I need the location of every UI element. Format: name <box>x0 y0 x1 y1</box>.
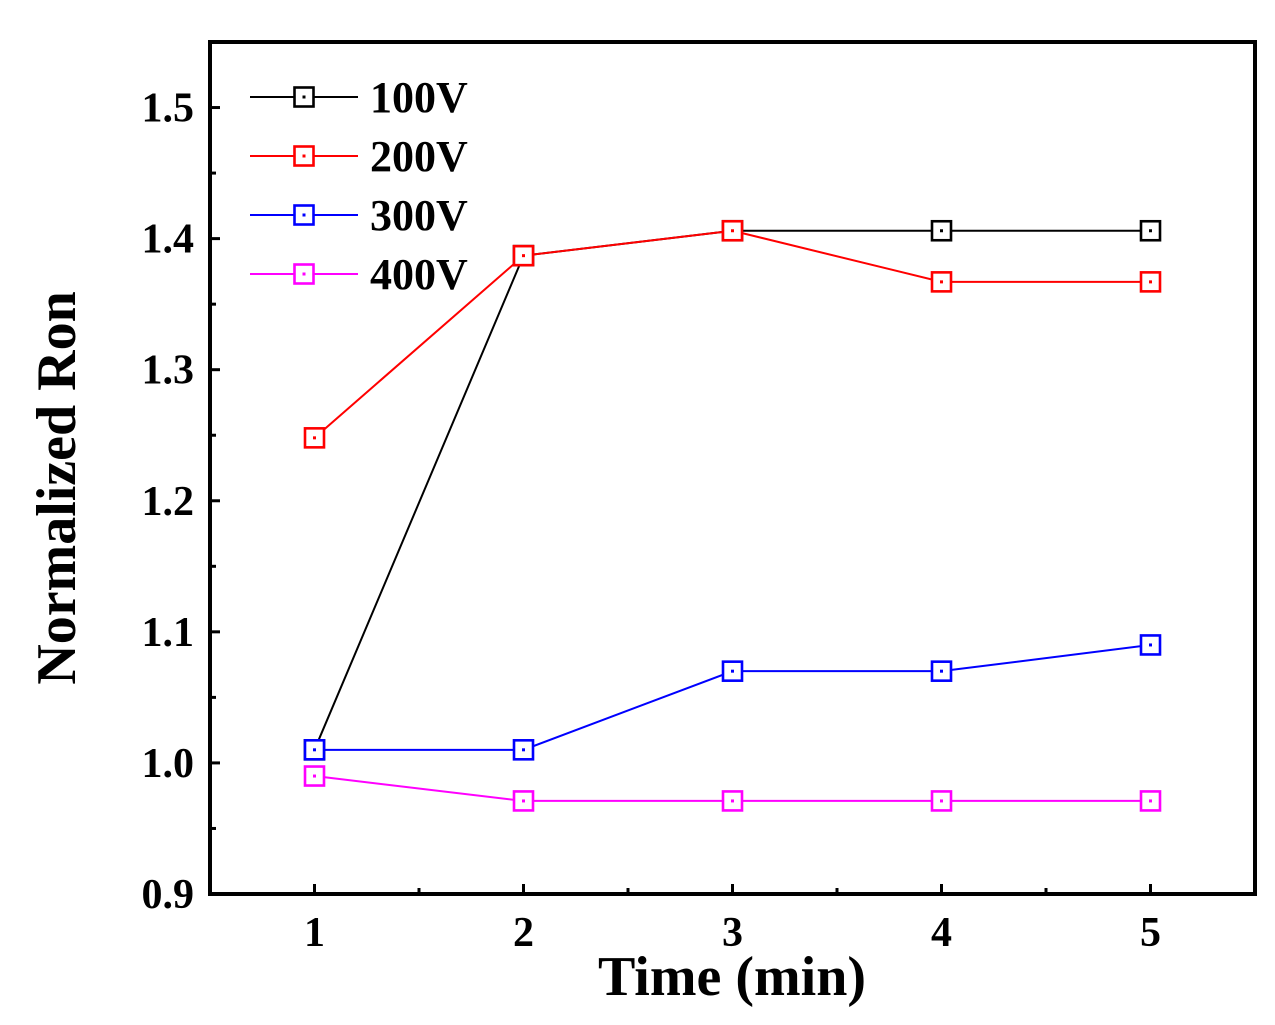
series-200V <box>303 219 1162 449</box>
legend-label: 400V <box>370 250 468 299</box>
data-point-center <box>940 669 943 673</box>
data-point-center <box>522 799 525 803</box>
y-tick-label: 1.1 <box>142 610 195 656</box>
x-axis: 1 2 3 4 5 <box>304 884 1161 956</box>
data-point-center <box>522 254 525 258</box>
series-400V <box>303 765 1162 812</box>
data-point-center <box>1149 643 1152 647</box>
y-tick-label: 1.4 <box>142 217 195 263</box>
legend-item-200V: 200V <box>250 132 468 181</box>
y-tick-label: 0.9 <box>142 872 195 918</box>
series-300V <box>303 634 1162 761</box>
x-tick-label: 4 <box>931 910 952 956</box>
legend-item-300V: 300V <box>250 191 468 240</box>
x-axis-title: Time (min) <box>598 946 866 1008</box>
data-point-center <box>1149 799 1152 803</box>
legend-label: 300V <box>370 191 468 240</box>
legend-marker-center <box>302 272 306 276</box>
y-axis: 0.9 1.0 1.1 1.2 1.3 1.4 1.5 <box>142 86 220 918</box>
legend-item-100V: 100V <box>250 73 468 122</box>
plot-area-frame <box>208 40 1257 896</box>
data-point-center <box>731 669 734 673</box>
data-point-center <box>940 280 943 284</box>
x-tick-label: 1 <box>304 910 325 956</box>
data-point-center <box>313 436 316 440</box>
legend-item-400V: 400V <box>250 250 468 299</box>
y-tick-label: 1.0 <box>142 741 195 787</box>
legend-marker-center <box>302 213 306 217</box>
data-point-center <box>731 229 734 233</box>
series-layer <box>303 219 1162 812</box>
y-axis-title: Normalized Ron <box>26 291 88 685</box>
x-tick-label: 5 <box>1140 910 1161 956</box>
legend-marker-center <box>302 154 306 158</box>
legend-marker-center <box>302 95 306 99</box>
y-tick-label: 1.3 <box>142 348 195 394</box>
data-point-center <box>731 799 734 803</box>
y-tick-label: 1.5 <box>142 86 195 132</box>
data-point-center <box>1149 229 1152 233</box>
legend: 100V 200V 300V 400V <box>250 73 468 299</box>
data-point-center <box>940 799 943 803</box>
data-point-center <box>1149 280 1152 284</box>
legend-label: 200V <box>370 132 468 181</box>
data-point-center <box>940 229 943 233</box>
data-point-center <box>313 748 316 752</box>
data-point-center <box>522 748 525 752</box>
x-tick-label: 2 <box>513 910 534 956</box>
x-tick-label: 3 <box>722 910 743 956</box>
y-tick-label: 1.2 <box>142 479 195 525</box>
legend-label: 100V <box>370 73 468 122</box>
data-point-center <box>313 774 316 778</box>
